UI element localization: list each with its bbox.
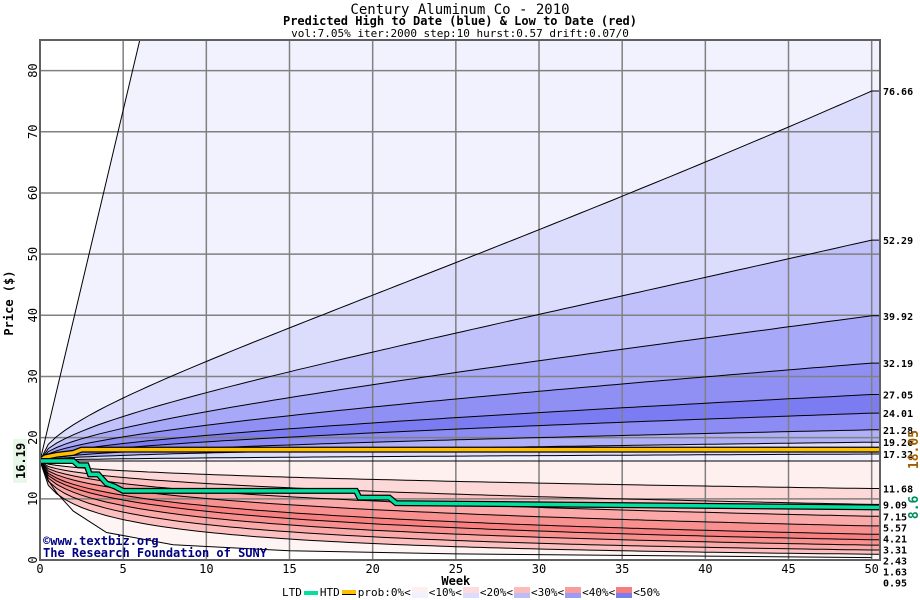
legend-ltd-label: LTD (282, 586, 302, 599)
start-price-bg (13, 438, 27, 483)
legend: LTD HTD prob:0%< <10%< <20%< <30%< <40%<… (282, 586, 660, 599)
quantile-line (40, 460, 880, 505)
plot-content (40, 40, 880, 560)
quantile-value-label: 19.26 (883, 438, 913, 449)
quantile-line (40, 460, 880, 551)
max-line (40, 40, 141, 462)
plot-frame (39, 39, 881, 561)
quantile-value-label: 0.95 (883, 578, 907, 589)
quantile-value-label: 39.92 (883, 312, 913, 323)
y-tick-label: 50 (26, 247, 40, 261)
min-line (40, 460, 872, 559)
x-tick-label: 45 (781, 562, 795, 576)
legend-swatch-50 (616, 587, 633, 598)
quantile-value-label: 4.21 (883, 534, 907, 545)
quantile-line (40, 412, 880, 462)
quantile-value-label: 32.19 (883, 359, 913, 370)
band-fill-upper (40, 454, 880, 461)
quantile-value-label: 27.05 (883, 391, 913, 402)
quantile-value-label: 52.29 (883, 236, 913, 247)
chart-title: Century Aluminum Co - 2010 (350, 2, 570, 18)
quantile-line (40, 239, 880, 462)
watermark-url: ©www.textbiz.org (43, 534, 159, 548)
quantile-line (40, 460, 880, 555)
y-tick-label: 60 (26, 186, 40, 200)
quantile-line (40, 460, 880, 546)
chart-subtitle: Predicted High to Date (blue) & Low to D… (282, 14, 637, 28)
quantile-value-label: 11.68 (883, 485, 913, 496)
legend-swatch-10 (411, 587, 428, 598)
y-axis-label: Price ($) (2, 271, 16, 336)
quantile-value-label: 76.66 (883, 87, 913, 98)
quantile-line (40, 362, 880, 462)
quantile-line (40, 315, 880, 462)
quantile-value-label: 3.31 (883, 545, 907, 556)
x-tick-label: 15 (282, 562, 296, 576)
quantile-line (40, 460, 880, 541)
quantile-value-label: 2.43 (883, 556, 907, 567)
quantile-value-label: 7.15 (883, 512, 907, 523)
y-tick-label: 70 (26, 125, 40, 139)
quantile-value-label: 21.28 (883, 426, 913, 437)
quantile-line (40, 90, 880, 462)
x-tick-label: 40 (698, 562, 712, 576)
x-axis-label: Week (441, 574, 471, 588)
x-tick-label: 20 (365, 562, 379, 576)
legend-bin-label: <30%< (530, 586, 565, 599)
x-tick-label: 0 (36, 562, 43, 576)
quantile-value-label: 5.57 (883, 523, 907, 534)
watermark-org: The Research Foundation of SUNY (43, 546, 268, 560)
x-tick-label: 30 (532, 562, 546, 576)
quantile-value-label: 24.01 (883, 409, 913, 420)
x-tick-label: 5 (120, 562, 127, 576)
legend-bin-label: <10%< (428, 586, 462, 599)
legend-swatch-30 (513, 587, 530, 598)
legend-bin-label: <40%< (582, 586, 616, 599)
htd-line (40, 447, 880, 463)
x-tick-label: 50 (864, 562, 878, 576)
x-tick-label: 35 (615, 562, 629, 576)
quantile-value-label: 1.63 (883, 567, 907, 578)
ltd-final-label: 8.6 (907, 495, 920, 519)
y-tick-label: 40 (26, 308, 40, 322)
y-tick-label: 0 (26, 556, 40, 563)
quantile-line (40, 453, 880, 462)
y-tick-label: 10 (26, 492, 40, 506)
htd-final-label: 18.05 (907, 430, 920, 469)
legend-bin-label: <20%< (479, 586, 513, 599)
y-tick-label: 30 (26, 369, 40, 383)
legend-swatch-40 (565, 587, 582, 598)
quantile-line (40, 460, 880, 535)
x-tick-label: 25 (449, 562, 463, 576)
legend-prob-label: prob:0%< (357, 586, 411, 599)
quantile-value-label: 17.32 (883, 450, 913, 461)
x-tick-label: 10 (199, 562, 213, 576)
legend-bin-label: <50% (633, 586, 660, 599)
quantile-line (40, 394, 880, 462)
y-tick-label: 80 (26, 63, 40, 77)
quantile-line (40, 460, 880, 527)
quantile-value-label: 9.09 (883, 500, 907, 511)
legend-htd-label: HTD (319, 586, 340, 599)
legend-htd-swatch (341, 590, 356, 595)
chart-params: vol:7.05% iter:2000 step:10 hurst:0.57 d… (291, 27, 629, 40)
legend-ltd-swatch (303, 590, 318, 595)
y-tick-label: 20 (26, 430, 40, 444)
quantile-line (40, 460, 880, 489)
start-price-label: 16.19 (14, 443, 28, 479)
legend-swatch-20 (462, 587, 479, 598)
ltd-line (40, 459, 880, 510)
band-fill-lower (40, 461, 880, 489)
